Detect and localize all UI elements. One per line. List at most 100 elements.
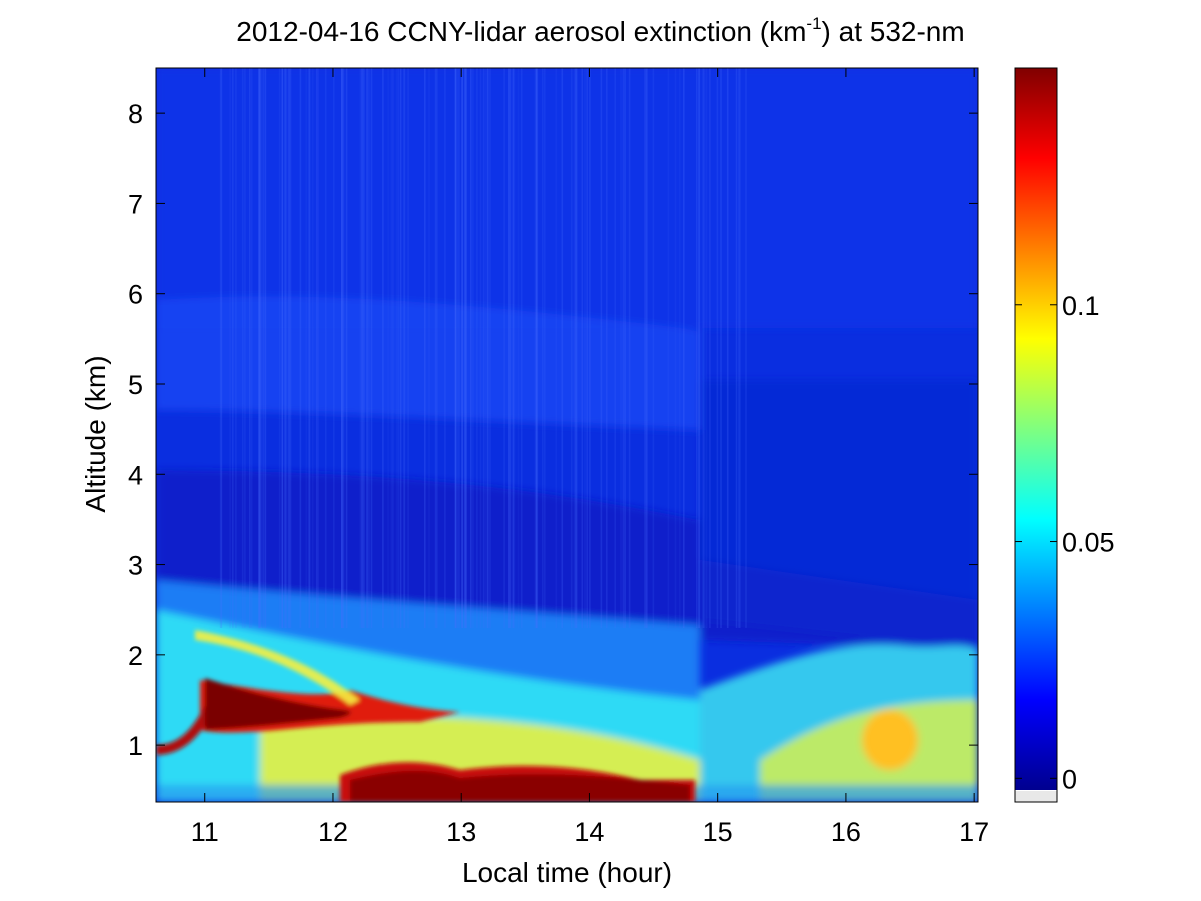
y-tick-label-4: 5 [128,370,143,400]
noise-streak [341,68,343,628]
heatmap-image [156,68,978,802]
noise-streak [745,68,747,628]
noise-streak [735,68,738,628]
noise-streak [472,68,474,628]
colorbar-tick-label-0: 0 [1062,764,1077,794]
noise-streak [454,68,457,628]
noise-streak [284,68,286,628]
y-axis: 1 2 3 4 5 6 7 8 [128,99,978,761]
noise-streak [259,68,261,628]
title-superscript: -1 [806,13,822,33]
noise-streak [264,68,267,628]
noise-streak [458,68,460,628]
colorbar-ticks: 0 0.05 0.1 [1015,291,1115,794]
noise-streak [219,68,222,628]
y-tick-label-2: 3 [128,551,143,581]
x-axis: 11 12 13 14 15 16 17 [191,68,989,847]
noise-streak [705,68,708,628]
upper-atmosphere-region [156,68,978,328]
x-axis-label: Local time (hour) [461,857,673,888]
near-surface-dark-red-block [350,770,690,802]
noise-streak [342,68,345,628]
early-red-edge [156,705,205,755]
noise-streak [561,68,564,628]
noise-streak [652,68,655,628]
noise-streak [241,68,244,628]
noise-streak [508,68,510,628]
noise-streak [644,68,646,628]
noise-streak [726,68,729,628]
noise-streak [698,68,701,628]
noise-streak [486,68,489,628]
noise-streak [645,68,648,628]
noise-streak [534,68,537,628]
noise-streak [544,68,546,628]
noise-streak [703,68,706,628]
noise-streak [281,68,283,628]
noise-streak [455,68,457,628]
noise-streak [555,68,558,628]
x-tick-label-6: 17 [959,817,989,847]
noise-streak [586,68,588,628]
dark-red-aerosol-layer [205,678,351,730]
noise-streak [281,68,284,628]
noise-streak [311,68,314,628]
noise-streak [457,68,459,628]
noise-streak [424,68,426,628]
noise-streak [308,68,311,628]
title-suffix: ) at 532-nm [821,16,965,47]
noise-streak [476,68,478,628]
noise-streak [513,68,516,628]
noise-streak [461,68,463,628]
noise-streak [698,68,700,628]
noise-streak [461,68,463,628]
noise-streak [317,68,319,628]
noise-streak [258,68,260,628]
noise-streak [536,68,539,628]
noise-streak [333,68,335,628]
noise-streak [581,68,584,628]
noise-streak [262,68,264,628]
noise-streak [679,68,681,628]
colorbar: 0 0.05 0.1 [1014,67,1115,803]
noise-streak [324,68,327,628]
noise-streak [628,68,631,628]
noise-streak [305,68,308,628]
y-tick-label-1: 2 [128,641,143,671]
noise-streak [235,68,237,628]
noise-streak [316,68,318,628]
noise-streak [341,68,343,628]
x-tick-label-4: 15 [703,817,733,847]
noise-streak [455,68,458,628]
noise-streak [229,68,231,628]
noise-streak [667,68,670,628]
noise-streak [470,68,472,628]
noise-streak [392,68,394,628]
plot-frame [155,67,979,803]
noise-streak [482,68,485,628]
noise-streak [520,68,523,628]
y-tick-label-6: 7 [128,189,143,219]
noise-streak [614,68,616,628]
y-tick-label-7: 8 [128,99,143,129]
noise-streak [366,68,368,628]
x-tick-label-0: 11 [191,817,219,847]
noise-streak [620,68,622,628]
noise-streak [674,68,677,628]
noise-streak [366,68,368,628]
noise-streak [512,68,515,628]
noise-streak [574,68,576,628]
noise-streak [589,68,591,628]
yellow-filament [195,630,360,705]
noise-streak [503,68,505,628]
colorbar-frame [1014,67,1058,803]
noise-streak [260,68,263,628]
noise-streak [581,68,584,628]
noise-streak [370,68,373,628]
noise-streak [535,68,538,628]
colorbar-gradient [1015,68,1057,790]
colorbar-tick-label-2: 0.1 [1062,291,1100,321]
